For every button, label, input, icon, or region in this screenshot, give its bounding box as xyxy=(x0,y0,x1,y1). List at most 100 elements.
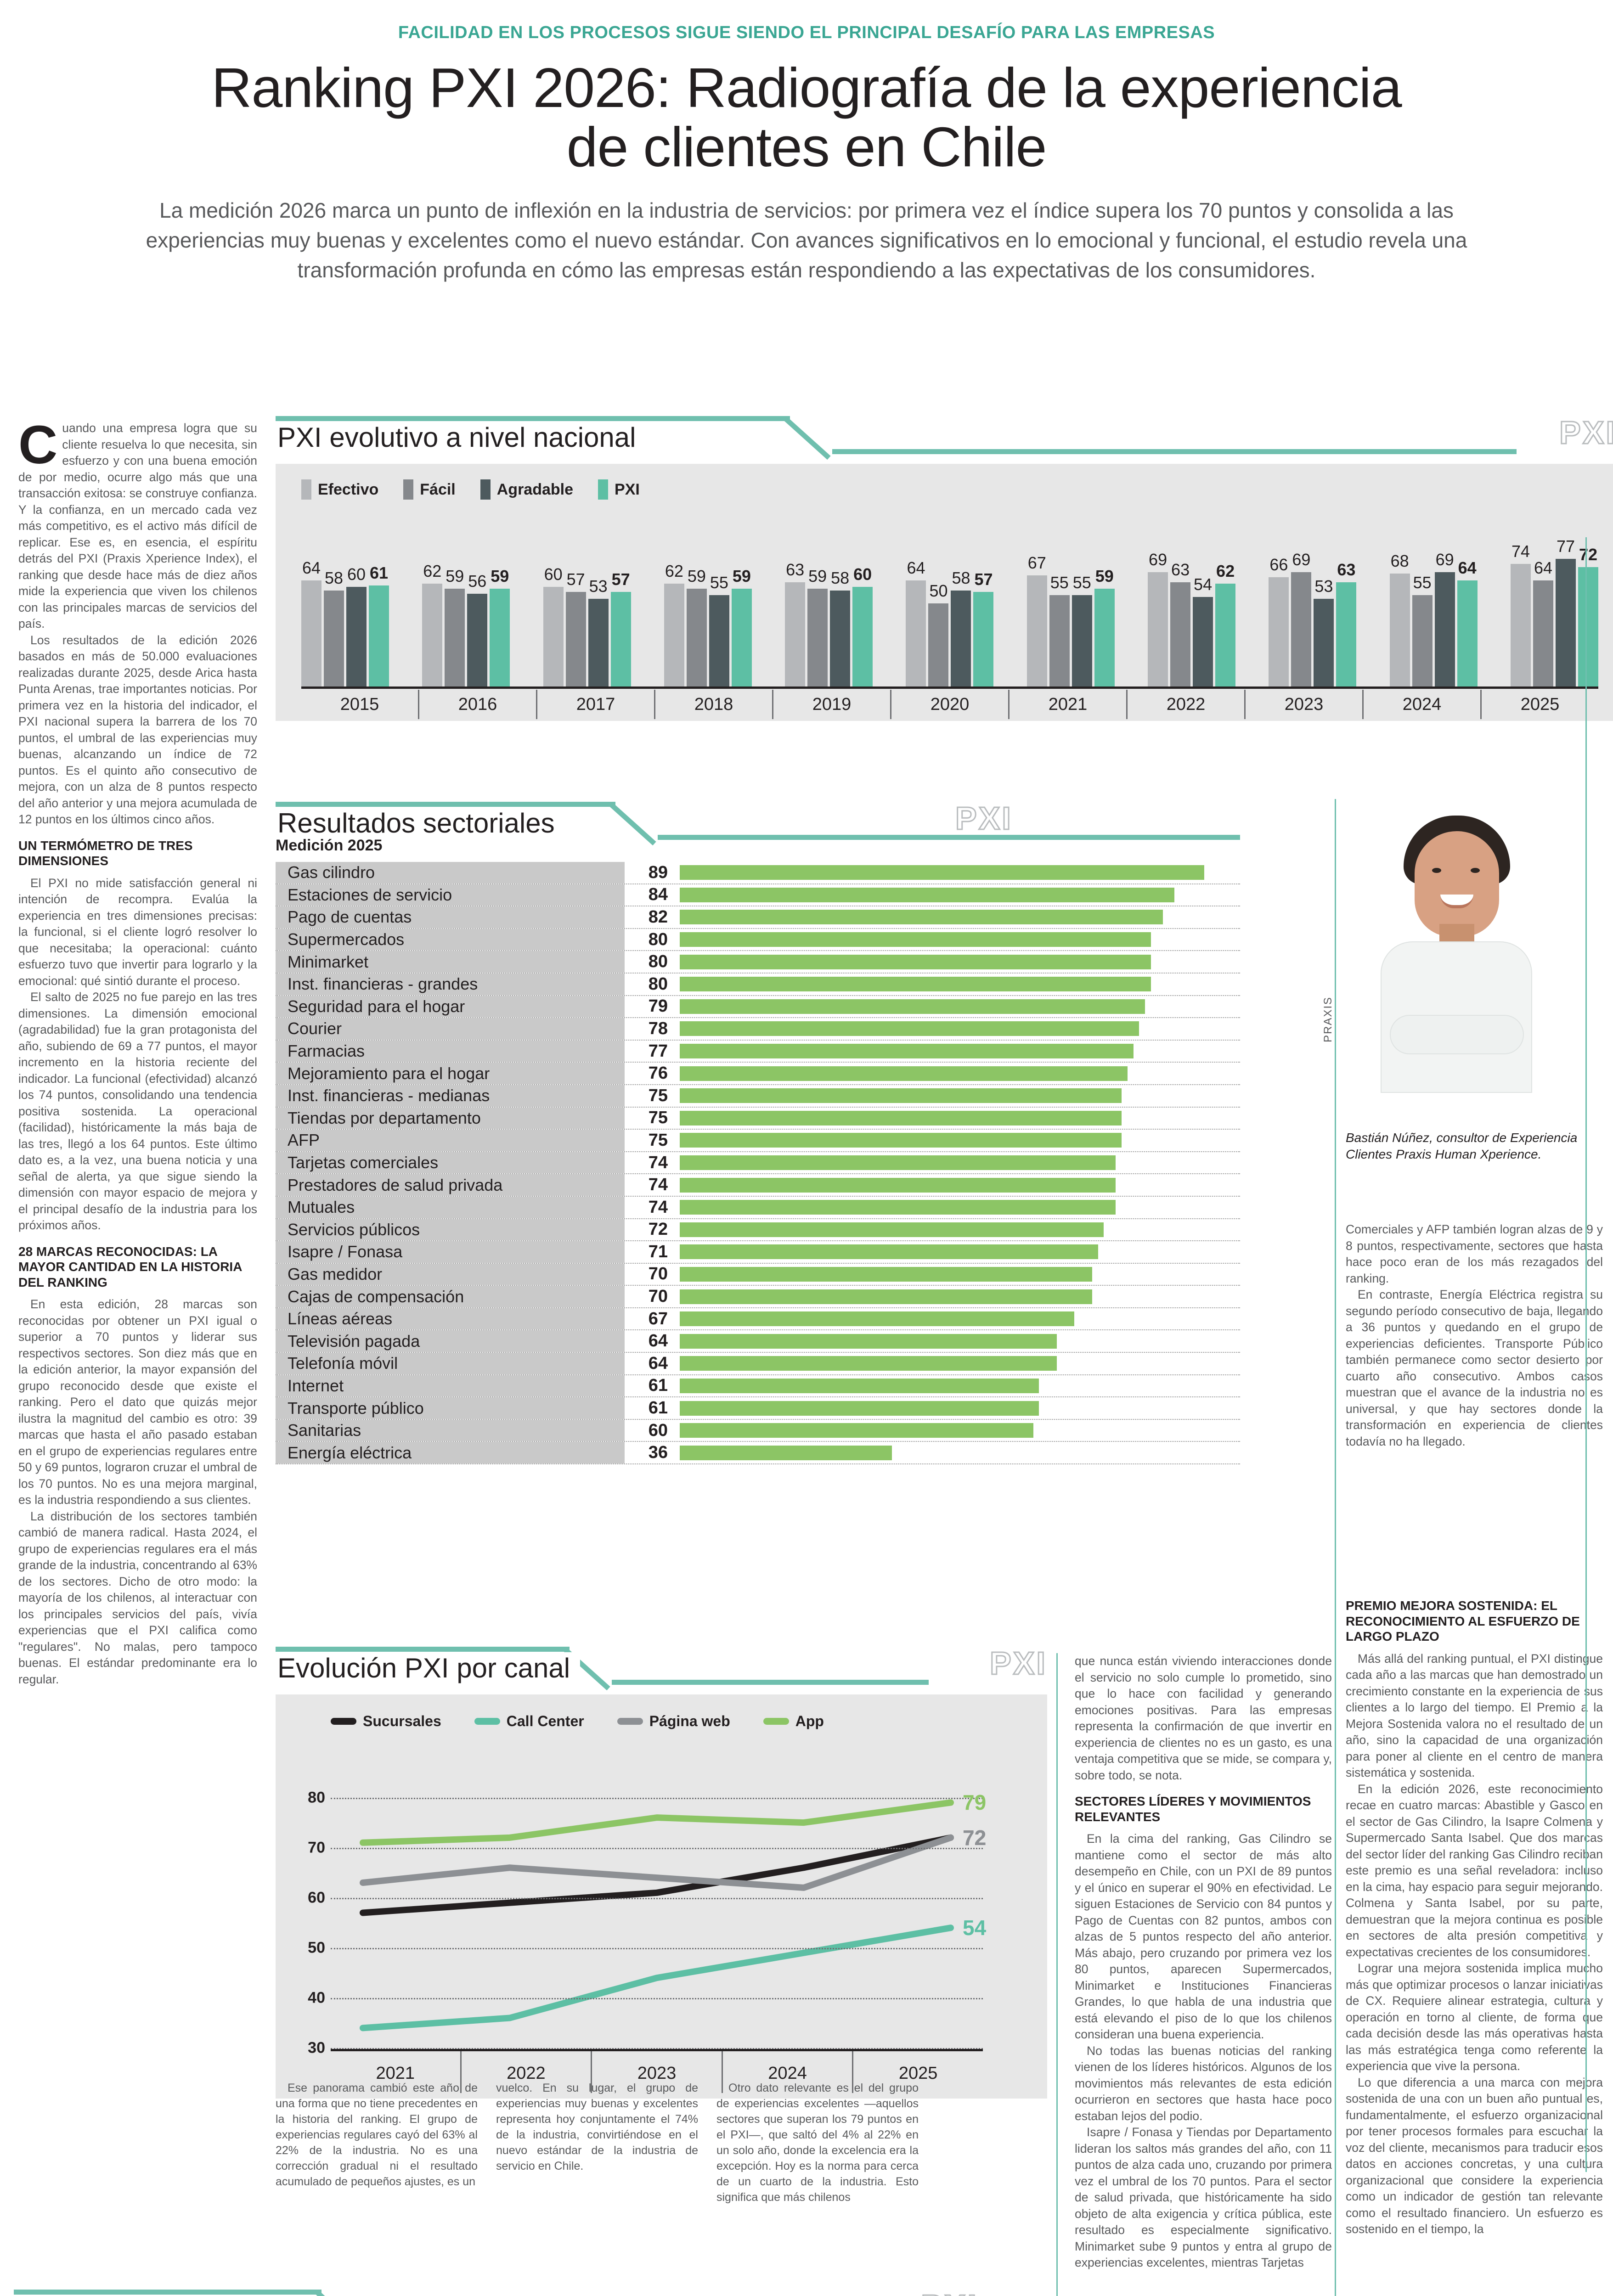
y-tick-label: 40 xyxy=(308,1989,325,2007)
x-tick-label: 2021 xyxy=(376,2064,415,2083)
sector-value: 71 xyxy=(648,1242,668,1261)
bar-value: 50 xyxy=(929,581,948,601)
sector-bar-wrap xyxy=(680,1018,1240,1040)
sector-row: Farmacias 77 xyxy=(276,1040,1240,1063)
header-rule-top xyxy=(276,802,615,807)
sector-bar-wrap xyxy=(680,1397,1240,1419)
bar-value: 62 xyxy=(1216,562,1235,581)
bar-value: 64 xyxy=(1534,558,1552,577)
sector-value: 75 xyxy=(648,1130,668,1150)
bar-value: 69 xyxy=(1292,550,1311,569)
sector-bar-wrap xyxy=(680,1085,1240,1107)
sector-name: Transporte público xyxy=(276,1397,625,1419)
bar-value: 57 xyxy=(974,570,993,589)
sector-row: Transporte público 61 xyxy=(276,1397,1240,1420)
x-tick-label: 2020 xyxy=(890,690,1008,719)
sector-bar xyxy=(680,1289,1092,1304)
bar-value: 61 xyxy=(369,563,389,582)
header-rule-top xyxy=(276,416,790,421)
legend-label: App xyxy=(795,1713,824,1729)
module-header: Evolución PXI por canal PXI xyxy=(276,1644,1047,1688)
sector-value: 84 xyxy=(648,885,668,905)
bar-value: 57 xyxy=(566,570,585,589)
legend-label: Fácil xyxy=(420,480,456,498)
sector-value: 64 xyxy=(648,1331,668,1351)
sector-name: Pago de cuentas xyxy=(276,906,625,928)
sector-bar xyxy=(680,1066,1128,1081)
sector-bar-wrap xyxy=(680,1442,1240,1463)
bar-group: 69 63 54 62 xyxy=(1148,537,1236,687)
bar-agradable: 56 xyxy=(467,572,488,687)
bar-value: 59 xyxy=(1095,566,1114,585)
article-column-right-3: PREMIO MEJORA SOSTENIDA: EL RECONOCIMIEN… xyxy=(1346,1598,1603,2238)
bar-pxi: 62 xyxy=(1215,562,1236,687)
sector-rows: Gas cilindro 89 Estaciones de servicio 84 Pa… xyxy=(276,862,1240,1465)
paragraph: En la cima del ranking, Gas Cilindro se … xyxy=(1075,1832,1332,2042)
legend-item-app: App xyxy=(763,1713,824,1730)
bar-efectivo: 62 xyxy=(422,562,443,687)
article-column-right-2: Comerciales y AFP también logran alzas d… xyxy=(1346,1221,1603,1450)
bar-value: 69 xyxy=(1149,550,1167,569)
bar-agradable: 77 xyxy=(1555,537,1576,687)
sector-value: 67 xyxy=(648,1309,668,1328)
bar-agradable: 69 xyxy=(1434,550,1455,687)
bar-value: 60 xyxy=(544,565,563,584)
photo-credit: PRAXIS xyxy=(1322,996,1334,1042)
sector-row: Gas medidor 70 xyxy=(276,1263,1240,1286)
bar-value: 67 xyxy=(1027,553,1046,573)
sector-bar xyxy=(680,1356,1057,1371)
paragraph: El salto de 2025 no fue parejo en las tr… xyxy=(18,990,257,1232)
bar-value: 60 xyxy=(347,565,366,584)
paragraph: La distribución de los sectores también … xyxy=(18,1509,257,1686)
sector-name: Inst. financieras - grandes xyxy=(276,973,625,995)
sector-row: Tarjetas comerciales 74 xyxy=(276,1152,1240,1175)
legend-swatch xyxy=(301,479,311,500)
sector-row: Supermercados 80 xyxy=(276,929,1240,951)
paragraph: En la edición 2026, este reconocimiento … xyxy=(1346,1782,1603,1959)
sector-bar xyxy=(680,1244,1098,1260)
sector-name: Servicios públicos xyxy=(276,1219,625,1241)
legend-item-sucursales: Sucursales xyxy=(331,1713,441,1730)
sector-value: 77 xyxy=(648,1041,668,1061)
bar-fácil: 59 xyxy=(807,567,828,687)
paragraph: Lo que diferencia a una marca con mejora… xyxy=(1346,2075,1603,2236)
bar-efectivo: 62 xyxy=(664,562,684,687)
line-plot-area: 30 40 50 60 70 80 72 54 72 79 xyxy=(308,1773,987,2056)
sector-name: Mutuales xyxy=(276,1196,625,1218)
sector-bar-wrap xyxy=(680,1063,1240,1084)
legend-item-página-web: Página web xyxy=(617,1713,730,1730)
header-rule-bottom xyxy=(658,835,1240,840)
series-end-label: 79 xyxy=(963,1790,987,1815)
bar-pxi: 63 xyxy=(1336,560,1357,687)
bar-pxi: 59 xyxy=(1094,567,1115,687)
paragraph: que nunca están viviendo interacciones d… xyxy=(1075,1654,1332,1782)
header-rule-diagonal xyxy=(612,802,653,840)
bar-fácil: 69 xyxy=(1291,550,1312,687)
line-chart-panel: Sucursales Call Center Página web App 30 40 5… xyxy=(276,1694,1047,2099)
bar-fácil: 63 xyxy=(1170,560,1191,687)
legend-label: Call Center xyxy=(506,1713,584,1729)
bar-group: 67 55 55 59 xyxy=(1026,537,1115,687)
legend-swatch xyxy=(403,479,414,500)
module-title: Resultados sectoriales xyxy=(277,807,565,839)
bar-value: 63 xyxy=(1171,560,1190,579)
sector-value: 89 xyxy=(648,862,668,882)
paragraph: vuelco. En su lugar, el grupo de experie… xyxy=(496,2082,698,2172)
sector-value: 80 xyxy=(648,974,668,994)
legend-label: Sucursales xyxy=(363,1713,441,1729)
face-shape xyxy=(1415,831,1499,937)
sector-value: 76 xyxy=(648,1064,668,1083)
header-rule-top xyxy=(14,2290,321,2295)
sector-bar-wrap xyxy=(680,951,1240,973)
sector-bar-wrap xyxy=(680,974,1240,995)
bar-value: 68 xyxy=(1390,551,1409,571)
sector-value: 60 xyxy=(648,1420,668,1440)
sector-name: Estaciones de servicio xyxy=(276,884,625,906)
standfirst: La medición 2026 marca un punto de infle… xyxy=(146,198,1467,282)
x-tick-label: 2022 xyxy=(460,2051,591,2093)
bar-value: 77 xyxy=(1556,536,1575,556)
bar-value: 63 xyxy=(1337,560,1356,579)
kicker-headline: FACILIDAD EN LOS PROCESOS SIGUE SIENDO E… xyxy=(398,23,1215,42)
bar-group: 66 69 53 63 xyxy=(1269,537,1357,687)
line-series-sucursales xyxy=(360,1834,954,1916)
